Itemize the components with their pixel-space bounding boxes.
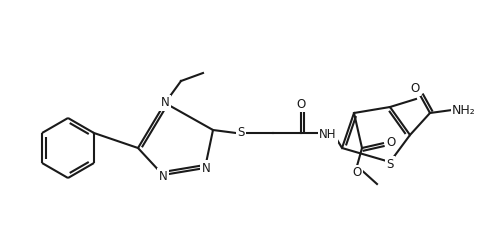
Text: N: N <box>161 96 169 110</box>
Text: NH₂: NH₂ <box>452 104 476 117</box>
Text: NH: NH <box>319 128 337 141</box>
Text: N: N <box>201 162 210 174</box>
Text: S: S <box>237 126 245 140</box>
Text: S: S <box>386 158 394 170</box>
Text: N: N <box>159 170 167 182</box>
Text: O: O <box>410 82 420 94</box>
Text: O: O <box>387 136 396 149</box>
Text: O: O <box>352 166 362 179</box>
Text: O: O <box>296 98 306 110</box>
